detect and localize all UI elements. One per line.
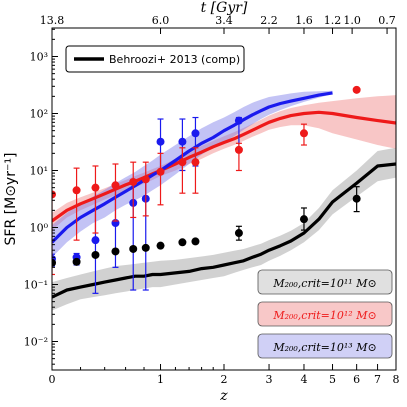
data-point	[156, 137, 165, 146]
x-tick-label: 8	[393, 373, 400, 386]
data-point	[52, 258, 56, 267]
data-point	[111, 247, 120, 256]
y-tick-label: 10³	[30, 51, 48, 64]
x-axis-label: z	[219, 388, 228, 404]
data-point	[129, 244, 138, 253]
data-point	[91, 236, 100, 245]
top-tick-label: 1.2	[324, 14, 342, 27]
top-tick-label: 0.7	[378, 14, 396, 27]
legend: Behroozi+ 2013 (comp)	[65, 45, 245, 73]
data-point	[299, 129, 308, 138]
data-point	[141, 243, 150, 252]
x-tick-label: 1	[157, 373, 164, 386]
mass-label-text: M₂₀₀,crit=10¹² M⊙	[272, 309, 376, 322]
data-point	[72, 186, 81, 195]
mass-label-bg	[257, 269, 393, 295]
data-point	[352, 85, 361, 94]
data-point	[234, 229, 243, 238]
data-point	[178, 238, 187, 247]
data-point	[191, 129, 200, 138]
data-point	[72, 257, 81, 266]
line-200-10-12	[52, 110, 396, 223]
mass-label-box: M₂₀₀,crit=10¹² M⊙	[257, 301, 393, 327]
y-axis-label-text: SFR [M⊙yr⁻¹]	[3, 153, 19, 246]
plot-area: M₂₀₀,crit=10¹¹ M⊙ M₂₀₀,crit=10¹² M⊙ M₂₀₀,c…	[52, 85, 396, 359]
top-tick-label: 6.0	[152, 14, 170, 27]
top-tick-label: 1.0	[343, 14, 361, 27]
data-point	[299, 215, 308, 224]
top-tick-label: 3.4	[215, 14, 233, 27]
data-point	[129, 177, 138, 186]
mass-label-box: M₂₀₀,crit=10¹³ M⊙	[257, 333, 393, 359]
band-200-10-11	[52, 147, 396, 311]
mass-label-text: M₂₀₀,crit=10¹¹ M⊙	[272, 277, 376, 290]
mass-label-bg	[257, 333, 393, 359]
x-tick-label: 3	[266, 373, 273, 386]
y-tick-label: 10¹	[30, 165, 48, 178]
mass-label-bg	[257, 301, 393, 327]
top-tick-label: 2.2	[260, 14, 278, 27]
y-tick-label: 10²	[30, 108, 48, 121]
data-point	[91, 183, 100, 192]
top-tick-label: 13.8	[40, 14, 65, 27]
data-point	[352, 194, 361, 203]
data-point	[178, 158, 187, 167]
data-point	[91, 250, 100, 259]
mass-label-box: M₂₀₀,crit=10¹¹ M⊙	[257, 269, 393, 295]
y-tick-label: 10⁻²	[24, 336, 48, 349]
top-tick-label: 1.6	[295, 14, 313, 27]
x-tick-label: 6	[353, 373, 360, 386]
legend-box	[65, 45, 245, 73]
y-tick-label: 10⁰	[30, 222, 49, 235]
data-point	[191, 158, 200, 167]
y-axis-label: SFR [M⊙yr⁻¹]	[3, 153, 19, 246]
data-point	[156, 167, 165, 176]
mass-label-text: M₂₀₀,crit=10¹³ M⊙	[272, 341, 376, 354]
x-tick-label: 7	[374, 373, 381, 386]
data-point	[178, 137, 187, 146]
data-point	[52, 190, 56, 199]
x-tick-label: 0	[49, 373, 56, 386]
x-tick-label: 4	[300, 373, 307, 386]
data-point	[111, 181, 120, 190]
data-point	[191, 237, 200, 246]
x-tick-label: 2	[221, 373, 228, 386]
band-200-10-12	[52, 95, 396, 231]
data-point	[141, 175, 150, 184]
x-tick-label: 5	[329, 373, 336, 386]
data-point	[234, 116, 243, 125]
y-tick-label: 10⁻¹	[24, 279, 48, 292]
top-axis-label: t [Gyr]	[201, 0, 248, 16]
legend-label: Behroozi+ 2013 (comp)	[109, 53, 240, 66]
data-point	[234, 145, 243, 154]
line-200-10-11	[52, 162, 396, 299]
data-point	[156, 241, 165, 250]
